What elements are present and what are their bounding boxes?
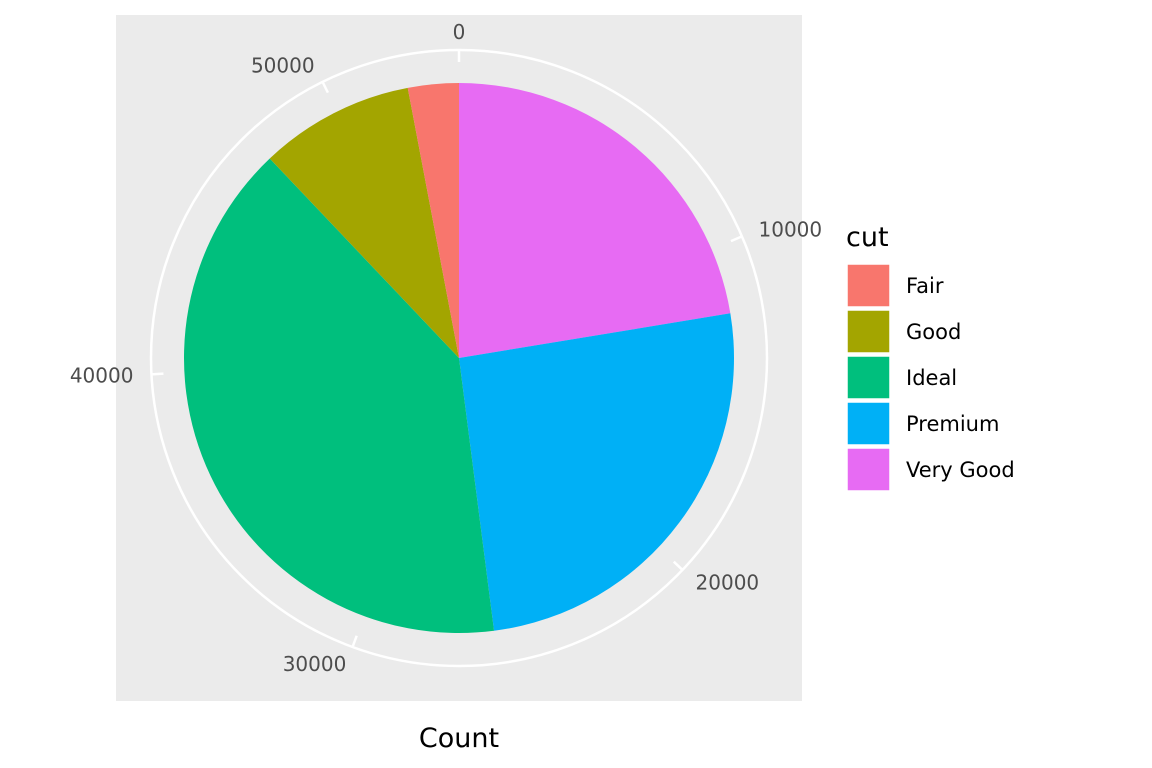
tick-mark-40000	[151, 372, 164, 376]
tick-mark-10000	[730, 235, 743, 243]
slice-good	[269, 87, 459, 359]
legend-key-fair	[846, 263, 891, 308]
slice-fair	[407, 83, 459, 358]
legend-key-good	[846, 309, 891, 354]
tick-label-40000: 40000	[70, 363, 134, 387]
slice-ideal	[183, 158, 495, 633]
legend-label-good: Good	[906, 320, 961, 344]
legend-label-premium: Premium	[906, 412, 999, 436]
legend: cut Fair Good Ideal Premium Very Good	[846, 222, 1015, 492]
tick-label-20000: 20000	[696, 570, 760, 594]
legend-key-very-good	[846, 447, 891, 492]
legend-title: cut	[846, 222, 889, 253]
legend-label-fair: Fair	[906, 274, 944, 298]
tick-label-50000: 50000	[251, 54, 315, 78]
legend-label-very-good: Very Good	[906, 458, 1015, 482]
pie-slices	[183, 83, 734, 633]
legend-key-premium	[846, 401, 891, 446]
axis-tick-labels: 0 10000 20000 30000 40000 50000	[70, 20, 822, 676]
tick-label-30000: 30000	[283, 652, 347, 676]
slice-very-good	[459, 83, 731, 358]
tick-mark-50000	[321, 81, 329, 94]
tick-label-0: 0	[453, 20, 466, 44]
legend-key-ideal	[846, 355, 891, 400]
slice-premium	[459, 313, 734, 631]
axis-tick-marks	[151, 50, 743, 648]
tick-mark-30000	[351, 635, 358, 648]
tick-label-10000: 10000	[759, 217, 823, 241]
legend-items: Fair Good Ideal Premium Very Good	[846, 263, 1015, 492]
tick-mark-20000	[672, 560, 684, 571]
legend-label-ideal: Ideal	[906, 366, 957, 390]
x-axis-title: Count	[419, 723, 499, 754]
